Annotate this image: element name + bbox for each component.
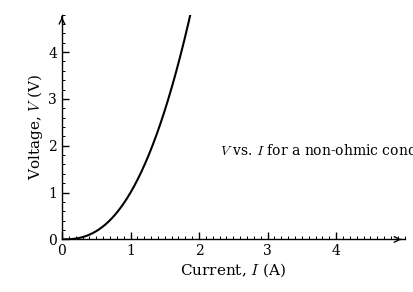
Y-axis label: Voltage, $V$ (V): Voltage, $V$ (V) [26,74,45,180]
Text: $V$ vs. $I$ for a non-ohmic conductor: $V$ vs. $I$ for a non-ohmic conductor [220,143,413,158]
X-axis label: Current, $I$ (A): Current, $I$ (A) [180,261,286,279]
